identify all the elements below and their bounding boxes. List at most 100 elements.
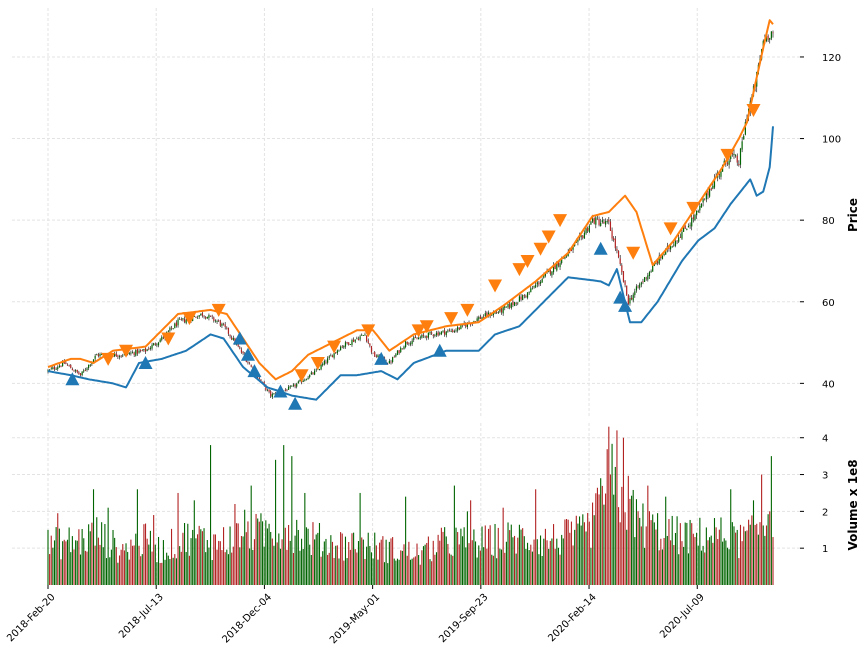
candle-body: [73, 370, 75, 372]
volume-bar: [117, 562, 119, 585]
candle-body: [513, 302, 516, 306]
volume-bar: [385, 539, 387, 585]
volume-bar: [258, 521, 260, 585]
volume-bar: [349, 549, 351, 585]
candle-body: [574, 243, 576, 247]
volume-bar: [101, 522, 103, 585]
volume-bar: [422, 546, 425, 585]
volume-bar: [193, 500, 195, 585]
volume-bar: [57, 513, 59, 585]
candle-body: [76, 369, 78, 373]
candle-body: [457, 327, 459, 331]
candle-body: [694, 214, 696, 221]
candle-body: [247, 362, 249, 363]
volume-bar: [427, 536, 429, 585]
volume-bar: [626, 529, 628, 585]
volume-bar: [484, 525, 486, 585]
volume-bar: [770, 456, 772, 585]
candle-body: [211, 315, 213, 317]
volume-bar: [606, 449, 608, 585]
band-lines: [47, 19, 774, 401]
candle-body: [699, 206, 701, 211]
candle-body: [135, 350, 137, 356]
candle-body: [335, 352, 337, 354]
volume-bar: [442, 531, 444, 585]
volume-bar: [309, 544, 311, 585]
volume-bar: [292, 552, 295, 585]
volume-bar: [206, 539, 208, 585]
candle-body: [231, 337, 233, 340]
volume-bar: [752, 500, 755, 585]
candle-body: [549, 269, 551, 274]
volume-bar: [47, 529, 49, 585]
volume-bar: [318, 523, 321, 585]
volume-bar: [315, 534, 317, 585]
candle-body: [572, 245, 574, 250]
candle-body: [413, 337, 415, 340]
candle-body: [226, 327, 228, 329]
volume-bar: [507, 522, 509, 585]
candle-body: [89, 364, 91, 366]
volume-bar: [639, 517, 641, 585]
volume-bar: [255, 513, 257, 585]
candle-body: [704, 199, 706, 201]
candle-body: [686, 228, 688, 230]
volume-bar: [530, 544, 532, 585]
candle-body: [328, 356, 330, 358]
volume-bar: [743, 526, 745, 585]
candle-body: [736, 155, 738, 163]
candle-body: [340, 346, 342, 351]
candle-body: [305, 379, 308, 381]
candle-body: [616, 248, 618, 251]
candle-body: [526, 292, 529, 298]
volume-bar: [262, 521, 264, 585]
volume-bar: [377, 559, 379, 585]
grid-layer: [12, 8, 800, 585]
candle-body: [331, 355, 334, 358]
volume-bar: [68, 527, 70, 585]
buy-marker: [273, 384, 288, 398]
volume-bar: [78, 529, 80, 585]
volume-bar: [393, 558, 395, 585]
volume-bar: [237, 523, 239, 585]
volume-bar: [164, 559, 166, 585]
candle-body: [66, 364, 69, 366]
candle-body: [359, 336, 361, 340]
candle-body: [50, 368, 52, 370]
candle-body: [718, 173, 720, 175]
price-axis-title: Price: [846, 198, 860, 232]
volume-bar: [458, 544, 460, 585]
candle-body: [140, 349, 142, 351]
candle-body: [219, 320, 221, 326]
volume-bar: [392, 537, 394, 585]
volume-bar: [712, 542, 714, 585]
volume-bar: [369, 546, 371, 585]
x-tick-label: 2018-Jul-13: [117, 592, 166, 641]
candle-body: [302, 380, 304, 382]
volume-bar: [304, 492, 306, 585]
candle-body: [632, 294, 634, 301]
candle-body: [531, 288, 534, 290]
candle-body: [388, 360, 390, 364]
candle-body: [596, 218, 599, 220]
volume-bar: [288, 524, 290, 585]
volume-bar: [83, 538, 85, 585]
volume-bar: [559, 554, 561, 585]
volume-bar: [341, 533, 343, 585]
candle-body: [435, 332, 438, 336]
sell-marker: [553, 214, 568, 228]
sell-marker: [101, 352, 116, 366]
candle-body: [504, 306, 506, 308]
buy-marker: [232, 331, 247, 345]
sell-marker: [460, 303, 475, 317]
volume-bar: [146, 538, 148, 585]
candle-body: [621, 265, 623, 273]
x-tick-label: 2020-Feb-14: [546, 592, 598, 644]
volume-bar: [65, 541, 67, 585]
x-tick-label: 2020-Jul-09: [658, 592, 707, 641]
candle-body: [159, 339, 161, 343]
candle-body: [309, 374, 311, 378]
candle-body: [348, 342, 350, 345]
volume-bar: [674, 532, 677, 585]
volume-bar: [157, 536, 160, 585]
